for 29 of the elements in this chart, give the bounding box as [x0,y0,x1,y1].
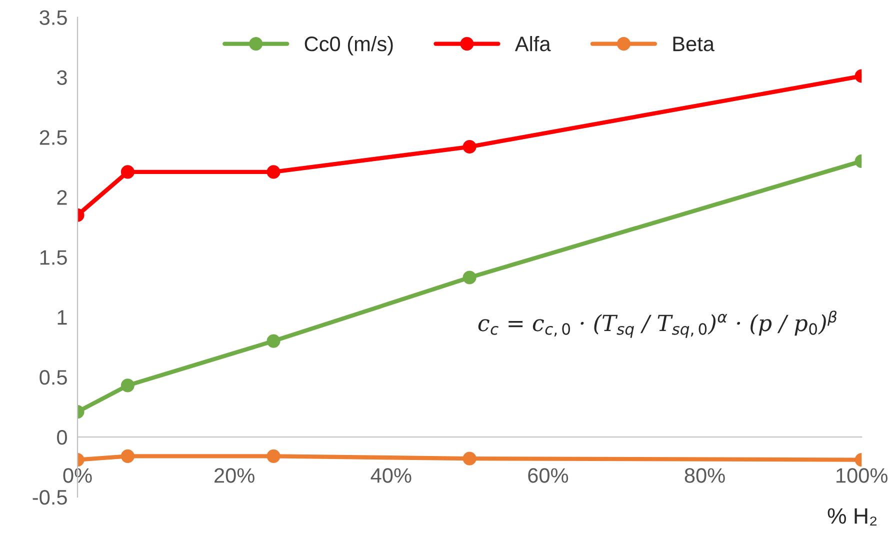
y-tick-label: 2.5 [40,130,67,145]
x-tick-label: 60% [528,468,568,483]
point [120,165,134,179]
point [266,334,280,348]
point [462,452,476,466]
x-tick-label: 100% [836,468,888,483]
x-tick-label: 80% [684,468,725,483]
point [120,378,134,392]
point [462,140,476,154]
x-tick-label: 20% [214,468,254,483]
legend-label: Alfa [514,36,551,52]
legend-label: Cc0 (m/s) [304,36,393,56]
x-tick-label: 40% [370,468,412,483]
point [462,270,476,284]
text: c$_{c}$ = c$_{c,0}$ · (T$_{sq}$ / T$_{sq,0}$)$^{α}$ · (p / p$_{0}$)$^{β}$ [478,310,836,338]
x-axis-title: % H₂ [828,508,877,526]
point [120,449,134,463]
y-tick-label: 1.5 [40,250,67,265]
y-tick-label: 0.5 [40,370,67,385]
y-tick-label: 0 [57,430,67,445]
y-tick-label: 2 [57,190,67,205]
y-tick-label: -0.5 [32,490,67,505]
x-tick-label: 0% [63,468,92,483]
y-tick-label: 3.5 [40,10,67,25]
point [266,165,280,179]
point [266,449,280,463]
y-tick-label: 3 [57,70,67,85]
legend-label: Beta [673,36,714,52]
y-tick-label: 1 [58,310,67,325]
